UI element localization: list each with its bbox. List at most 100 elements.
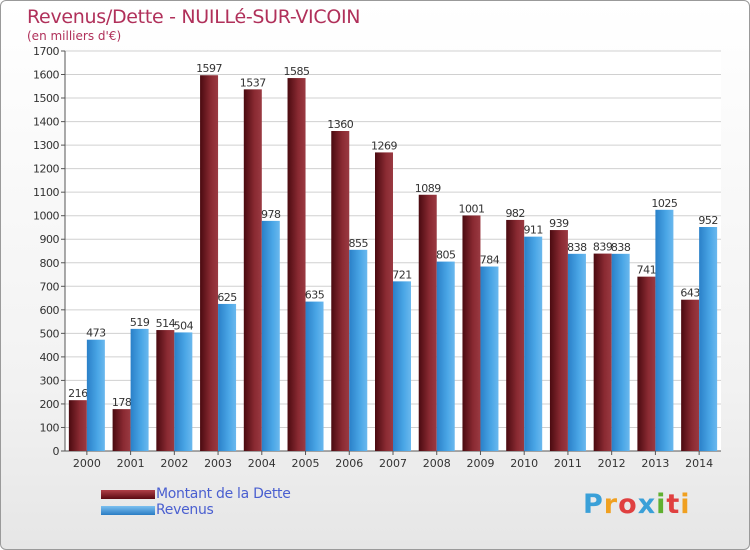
data-label-dette: 939 bbox=[549, 217, 569, 230]
x-tick-label: 2005 bbox=[292, 457, 320, 470]
data-label-revenus: 784 bbox=[480, 254, 500, 267]
x-tick-label: 2006 bbox=[335, 457, 363, 470]
data-label-revenus: 838 bbox=[611, 241, 631, 254]
bar-dette bbox=[200, 75, 219, 451]
data-label-revenus: 625 bbox=[217, 291, 237, 304]
data-label-revenus: 952 bbox=[698, 214, 718, 227]
bar-dette bbox=[68, 400, 87, 451]
x-tick-label: 2001 bbox=[117, 457, 145, 470]
bar-revenus bbox=[655, 209, 674, 451]
x-tick-label: 2003 bbox=[204, 457, 232, 470]
bar-dette bbox=[156, 330, 175, 451]
data-label-revenus: 635 bbox=[305, 289, 325, 302]
data-label-revenus: 855 bbox=[349, 237, 369, 250]
x-tick-label: 2014 bbox=[685, 457, 713, 470]
data-label-dette: 1597 bbox=[196, 62, 222, 75]
chart-subtitle: (en milliers d'€) bbox=[27, 29, 122, 43]
y-tick-label: 1400 bbox=[33, 116, 59, 129]
bar-dette bbox=[418, 194, 437, 451]
bar-dette bbox=[637, 276, 656, 451]
data-label-revenus: 911 bbox=[523, 224, 543, 237]
x-tick-label: 2010 bbox=[510, 457, 538, 470]
y-tick-label: 500 bbox=[40, 327, 60, 340]
logo-letter: i bbox=[680, 489, 691, 520]
y-tick-label: 800 bbox=[40, 257, 60, 270]
data-label-revenus: 504 bbox=[174, 319, 194, 332]
bar-dette bbox=[331, 131, 350, 451]
y-tick-label: 100 bbox=[40, 421, 60, 434]
logo-letter: x bbox=[637, 489, 657, 520]
data-label-dette: 1269 bbox=[371, 139, 397, 152]
data-label-revenus: 473 bbox=[86, 327, 106, 340]
data-label-dette: 1585 bbox=[284, 65, 310, 78]
bar-revenus bbox=[524, 236, 543, 451]
data-label-dette: 514 bbox=[156, 317, 176, 330]
bar-revenus bbox=[436, 261, 455, 451]
bar-revenus bbox=[349, 249, 368, 451]
legend-swatch-dette bbox=[101, 490, 155, 499]
data-label-revenus: 978 bbox=[261, 208, 281, 221]
data-label-dette: 216 bbox=[68, 387, 88, 400]
data-label-dette: 1537 bbox=[240, 76, 266, 89]
x-tick-label: 2000 bbox=[73, 457, 101, 470]
data-label-dette: 178 bbox=[112, 396, 132, 409]
legend-label-dette: Montant de la Dette bbox=[156, 486, 291, 502]
bar-revenus bbox=[393, 281, 411, 451]
bar-revenus bbox=[261, 220, 280, 451]
y-tick-label: 1600 bbox=[33, 69, 59, 82]
bar-dette bbox=[549, 230, 568, 451]
logo-letter: o bbox=[618, 489, 638, 520]
y-tick-label: 1500 bbox=[33, 92, 59, 105]
x-tick-label: 2009 bbox=[466, 457, 494, 470]
legend-swatch-revenus bbox=[101, 506, 155, 515]
logo-letter: t bbox=[666, 489, 681, 520]
data-label-dette: 741 bbox=[637, 264, 657, 277]
x-tick-label: 2002 bbox=[160, 457, 188, 470]
bar-dette bbox=[506, 219, 525, 451]
bar-revenus bbox=[86, 339, 105, 451]
y-tick-label: 700 bbox=[40, 280, 60, 293]
data-label-dette: 1360 bbox=[327, 118, 353, 131]
x-tick-label: 2007 bbox=[379, 457, 407, 470]
logo-letter: P bbox=[583, 489, 604, 520]
bar-revenus bbox=[218, 303, 237, 451]
y-tick-label: 400 bbox=[40, 351, 60, 364]
bar-revenus bbox=[130, 328, 149, 451]
y-tick-label: 900 bbox=[40, 233, 60, 246]
data-label-dette: 1089 bbox=[415, 182, 441, 195]
bar-dette bbox=[593, 253, 612, 451]
x-tick-label: 2011 bbox=[554, 457, 582, 470]
y-tick-label: 600 bbox=[40, 304, 60, 317]
y-tick-label: 1100 bbox=[33, 186, 59, 199]
y-tick-label: 300 bbox=[40, 374, 60, 387]
data-label-dette: 982 bbox=[505, 207, 525, 220]
y-tick-label: 0 bbox=[53, 445, 60, 458]
chart-title: Revenus/Dette - NUILLé-SUR-VICOIN bbox=[27, 6, 361, 28]
x-tick-label: 2013 bbox=[641, 457, 669, 470]
data-label-dette: 839 bbox=[593, 241, 613, 254]
bar-dette bbox=[287, 78, 306, 451]
bar-dette bbox=[681, 299, 700, 451]
data-label-revenus: 1025 bbox=[651, 197, 677, 210]
data-label-revenus: 805 bbox=[436, 249, 456, 262]
data-label-dette: 1001 bbox=[458, 202, 484, 215]
data-label-revenus: 721 bbox=[392, 268, 412, 281]
legend-label-revenus: Revenus bbox=[156, 502, 214, 518]
x-tick-label: 2008 bbox=[423, 457, 451, 470]
bar-dette bbox=[243, 89, 262, 452]
proxiti-logo: Proxiti bbox=[583, 489, 691, 520]
bar-dette bbox=[375, 152, 393, 452]
logo-letter: i bbox=[656, 489, 667, 520]
data-label-dette: 643 bbox=[680, 287, 700, 300]
bar-revenus bbox=[305, 301, 324, 451]
y-tick-label: 1300 bbox=[33, 139, 59, 152]
y-tick-label: 200 bbox=[40, 398, 60, 411]
y-tick-label: 1000 bbox=[33, 210, 59, 223]
x-tick-label: 2012 bbox=[598, 457, 626, 470]
bar-revenus bbox=[611, 253, 630, 451]
y-tick-label: 1700 bbox=[33, 45, 59, 58]
x-tick-label: 2004 bbox=[248, 457, 276, 470]
data-label-revenus: 519 bbox=[130, 316, 150, 329]
